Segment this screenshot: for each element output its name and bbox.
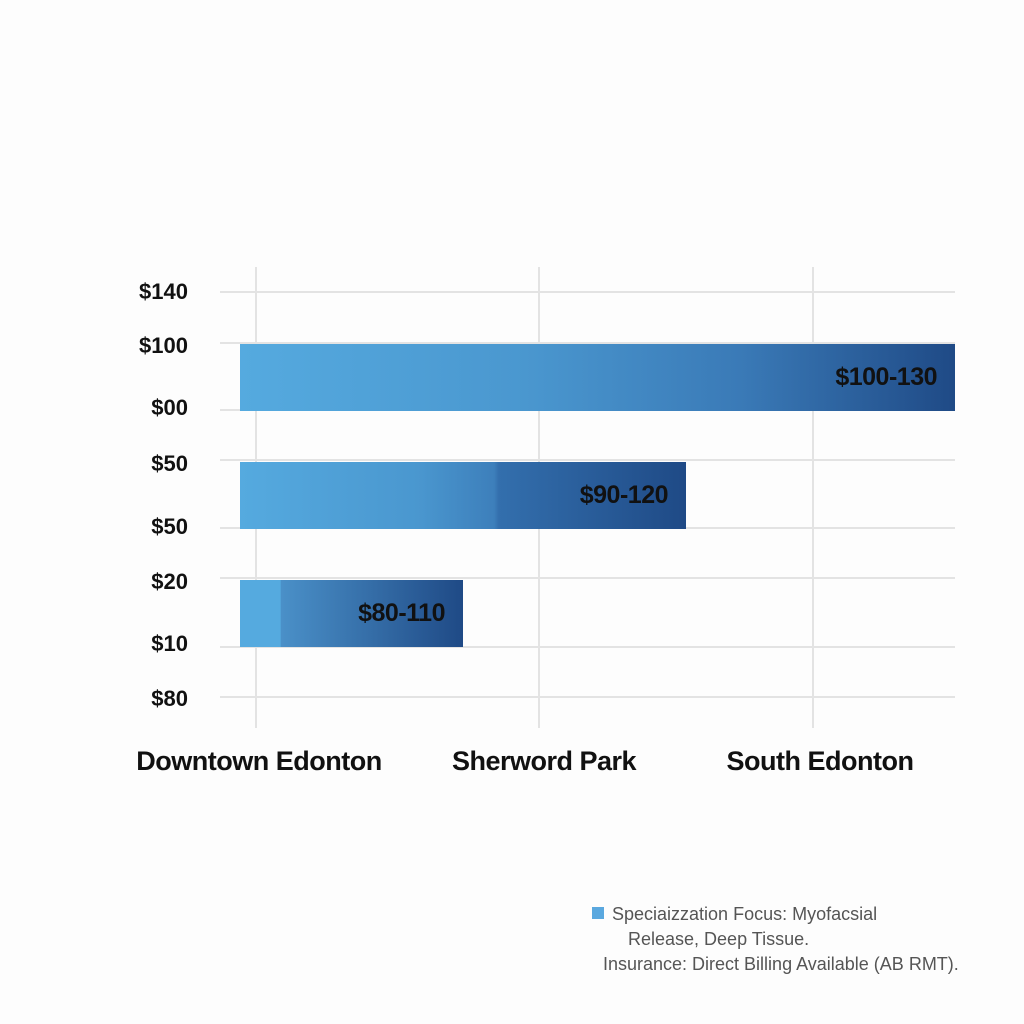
bar-south-edonton: $80-110: [240, 580, 463, 647]
bar-value-label: $100-130: [835, 363, 937, 391]
gridline: [812, 267, 814, 728]
y-tick-label: $50: [151, 451, 188, 476]
gridline: [220, 459, 955, 461]
gridline: [220, 342, 955, 344]
legend-line-2: Release, Deep Tissue.: [628, 929, 810, 949]
bar-value-label: $80-110: [358, 599, 445, 627]
legend-line-1: Speciaizzation Focus: Myofacsial: [612, 904, 878, 924]
bar-sherword-park: $90-120: [240, 462, 686, 529]
gridline: [220, 696, 955, 698]
legend-line-3: Insurance: Direct Billing Available (AB …: [603, 954, 959, 974]
y-tick-label: $50: [151, 514, 188, 539]
y-tick-label: $80: [151, 686, 188, 711]
bar-downtown-edonton: $100-130: [240, 344, 955, 411]
y-tick-label: $10: [151, 631, 188, 656]
gridline: [220, 291, 955, 293]
y-tick-label: $100: [139, 333, 188, 358]
y-tick-label: $140: [139, 279, 188, 304]
gridline: [220, 577, 955, 579]
x-category-label: South Edonton: [726, 746, 914, 776]
x-category-label: Sherword Park: [451, 746, 637, 776]
gridline: [220, 646, 955, 648]
legend: Speciaizzation Focus: Myofacsial Release…: [592, 902, 959, 977]
y-tick-label: $00: [151, 395, 188, 420]
legend-swatch-icon: [592, 907, 604, 919]
y-tick-label: $20: [151, 569, 188, 594]
bar-value-label: $90-120: [579, 481, 669, 509]
x-category-label: Downtown Edonton: [136, 746, 382, 776]
